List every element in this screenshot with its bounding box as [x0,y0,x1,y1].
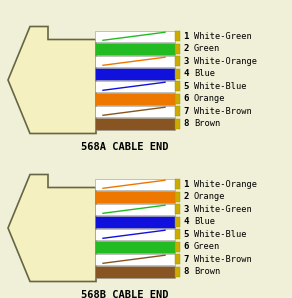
Bar [175,81,180,91]
Text: 3: 3 [183,57,188,66]
Text: 8: 8 [183,267,188,276]
Bar [175,44,180,54]
Polygon shape [8,27,96,134]
Text: White-Green: White-Green [194,205,252,214]
Bar [95,191,175,203]
Bar [95,43,175,55]
Text: 7: 7 [183,107,188,116]
Text: White-Brown: White-Brown [194,107,252,116]
Text: 1: 1 [183,32,188,41]
Text: 2: 2 [183,44,188,53]
Bar [95,30,175,42]
Bar [95,68,175,80]
Text: Orange: Orange [194,192,225,201]
Bar [175,217,180,227]
Bar [175,31,180,41]
Bar [95,216,175,227]
Bar [175,94,180,104]
Text: 5: 5 [183,230,188,239]
Text: 3: 3 [183,205,188,214]
Text: White-Blue: White-Blue [194,82,246,91]
Text: Green: Green [194,44,220,53]
Text: White-Brown: White-Brown [194,255,252,264]
Text: 568B CABLE END: 568B CABLE END [81,289,169,298]
Text: 8: 8 [183,119,188,128]
Bar [175,69,180,79]
Bar [175,254,180,264]
Text: White-Orange: White-Orange [194,180,257,189]
Bar [175,204,180,215]
Text: Brown: Brown [194,267,220,276]
Text: 6: 6 [183,94,188,103]
Bar [175,119,180,129]
Text: 7: 7 [183,255,188,264]
Text: 4: 4 [183,69,188,78]
Bar [95,241,175,252]
Bar [95,118,175,130]
Text: Orange: Orange [194,94,225,103]
Text: 568A CABLE END: 568A CABLE END [81,142,169,151]
Bar [175,229,180,239]
Text: Brown: Brown [194,119,220,128]
Bar [95,93,175,105]
Bar [95,105,175,117]
Text: 4: 4 [183,217,188,226]
Text: 6: 6 [183,242,188,251]
Text: 5: 5 [183,82,188,91]
Bar [95,204,175,215]
Bar [175,179,180,190]
Bar [175,192,180,202]
Text: White-Orange: White-Orange [194,57,257,66]
Bar [175,242,180,252]
Text: White-Green: White-Green [194,32,252,41]
Text: White-Blue: White-Blue [194,230,246,239]
Bar [95,229,175,240]
Bar [175,106,180,117]
Bar [95,80,175,92]
Bar [175,267,180,277]
Text: 1: 1 [183,180,188,189]
Polygon shape [8,175,96,282]
Text: Blue: Blue [194,69,215,78]
Text: 2: 2 [183,192,188,201]
Bar [95,254,175,265]
Bar [95,55,175,67]
Text: Green: Green [194,242,220,251]
Bar [95,179,175,190]
Text: Blue: Blue [194,217,215,226]
Bar [95,266,175,277]
Bar [175,56,180,66]
